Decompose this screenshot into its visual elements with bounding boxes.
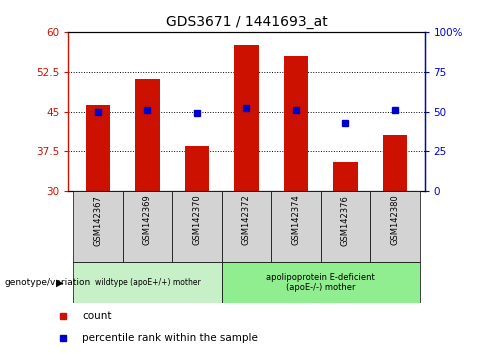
FancyBboxPatch shape xyxy=(172,191,222,262)
Bar xyxy=(85,105,110,191)
Text: genotype/variation: genotype/variation xyxy=(5,278,91,287)
Bar xyxy=(135,79,160,191)
FancyBboxPatch shape xyxy=(73,191,123,262)
Text: GSM142372: GSM142372 xyxy=(242,195,251,245)
FancyBboxPatch shape xyxy=(271,191,321,262)
Text: wildtype (apoE+/+) mother: wildtype (apoE+/+) mother xyxy=(95,278,201,287)
FancyBboxPatch shape xyxy=(321,191,370,262)
Text: ▶: ▶ xyxy=(56,277,63,287)
FancyBboxPatch shape xyxy=(123,191,172,262)
FancyBboxPatch shape xyxy=(222,262,420,303)
Text: GSM142380: GSM142380 xyxy=(390,195,399,245)
Text: GSM142376: GSM142376 xyxy=(341,195,350,246)
Bar xyxy=(383,135,407,191)
Text: count: count xyxy=(82,311,111,321)
FancyBboxPatch shape xyxy=(73,262,222,303)
Text: GSM142374: GSM142374 xyxy=(291,195,301,245)
Text: apolipoprotein E-deficient
(apoE-/-) mother: apolipoprotein E-deficient (apoE-/-) mot… xyxy=(266,273,375,292)
Text: percentile rank within the sample: percentile rank within the sample xyxy=(82,332,258,343)
Bar xyxy=(333,162,358,191)
Text: GSM142370: GSM142370 xyxy=(192,195,202,245)
Bar xyxy=(234,45,259,191)
Bar xyxy=(284,56,308,191)
Bar xyxy=(184,146,209,191)
Text: GSM142369: GSM142369 xyxy=(143,195,152,245)
Text: GSM142367: GSM142367 xyxy=(94,195,102,246)
FancyBboxPatch shape xyxy=(222,191,271,262)
FancyBboxPatch shape xyxy=(370,191,420,262)
Title: GDS3671 / 1441693_at: GDS3671 / 1441693_at xyxy=(165,16,327,29)
